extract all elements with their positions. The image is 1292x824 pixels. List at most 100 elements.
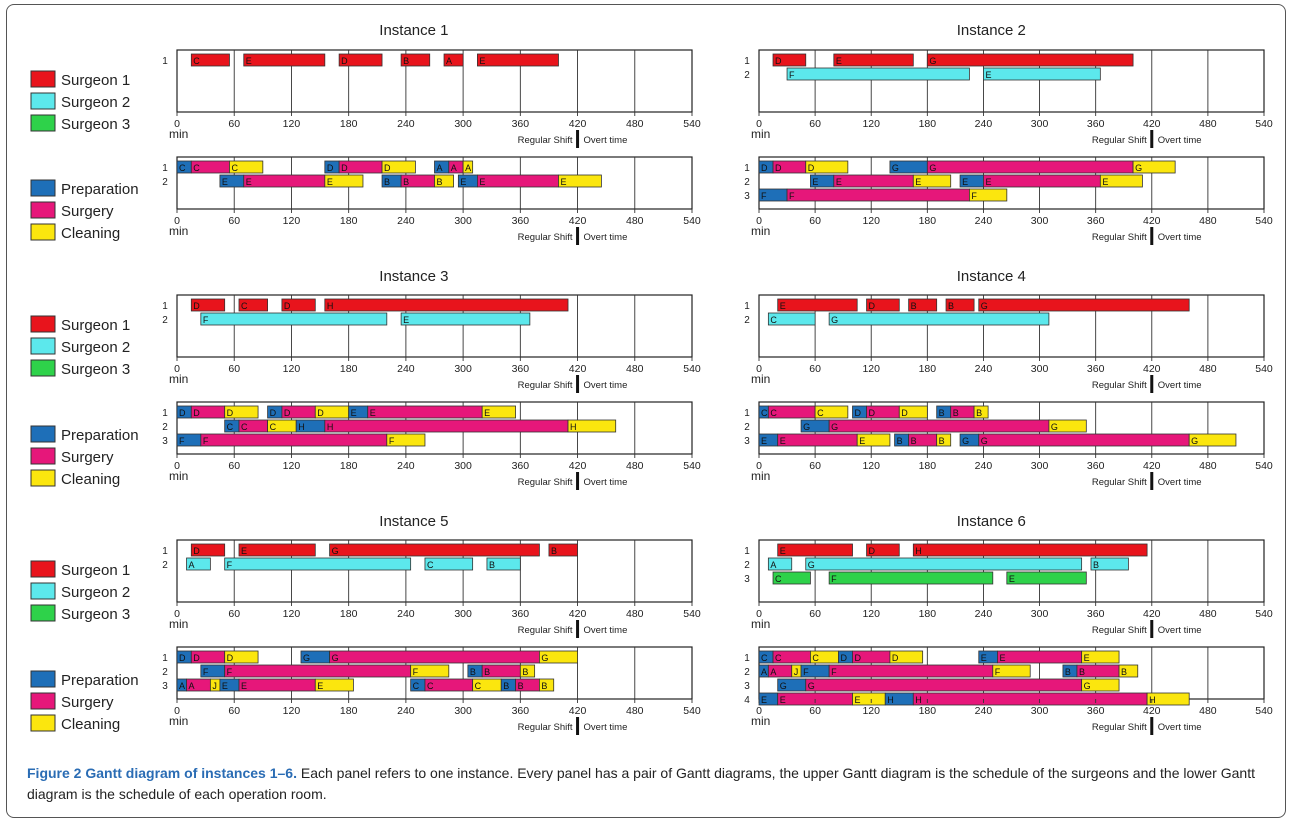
tick-label: 180	[919, 608, 937, 620]
room-bar-cleaning	[805, 160, 849, 174]
tick-label: 180	[340, 118, 358, 130]
tick-label: 60	[809, 608, 821, 620]
axis-unit: min	[169, 714, 188, 728]
bar-label: A	[179, 681, 185, 691]
bar-label: F	[179, 436, 185, 446]
bar-label: B	[551, 546, 557, 556]
bar-label: D	[193, 301, 200, 311]
tick-label: 60	[228, 705, 240, 717]
bar-label: G	[541, 653, 548, 663]
room-bar-cleaning	[856, 433, 891, 447]
bar-label: D	[775, 56, 782, 66]
bar-label: B	[1093, 560, 1099, 570]
tick-label: 480	[1199, 705, 1217, 717]
tick-label: 540	[1255, 363, 1273, 375]
bar-label: C	[761, 653, 768, 663]
bar-label: B	[953, 408, 959, 418]
legend-phase-label: Surgery	[61, 449, 114, 466]
tick-label: 420	[569, 460, 587, 472]
shift-end-marker	[1150, 472, 1154, 490]
legend-phase-swatch	[30, 223, 56, 241]
axis-unit: min	[169, 224, 188, 238]
bar-label: C	[413, 681, 420, 691]
room-bar-cleaning	[1081, 650, 1120, 664]
surgeon-bar	[828, 571, 994, 585]
bar-label: F	[203, 315, 209, 325]
room-bar-cleaning	[314, 678, 354, 692]
bar-label: G	[332, 546, 339, 556]
tick-label: 120	[283, 215, 301, 227]
surgeon-bar	[805, 557, 1083, 571]
surgeon-bar	[777, 298, 858, 312]
tick-label: 360	[1087, 460, 1105, 472]
row-label: 1	[162, 301, 168, 312]
tick-label: 540	[683, 608, 701, 620]
tick-label: 480	[626, 608, 644, 620]
tick-label: 0	[174, 363, 180, 375]
surgeon-bar	[324, 298, 569, 312]
row-label: 2	[162, 315, 168, 326]
room-bar-cleaning	[1118, 664, 1139, 678]
row-label: 2	[744, 177, 750, 188]
surgeon-bar	[777, 543, 853, 557]
room-bar-cleaning	[992, 664, 1031, 678]
row-label: 1	[744, 408, 750, 419]
room-bar-cleaning	[558, 174, 602, 188]
bar-label: D	[869, 408, 876, 418]
tick-label: 120	[283, 363, 301, 375]
surgeon-bar	[1006, 571, 1087, 585]
legend-surgeon-swatch	[30, 604, 56, 622]
bar-label: C	[775, 574, 782, 584]
surgeon-bar	[833, 53, 914, 67]
bar-label: E	[962, 177, 968, 187]
bar-label: C	[770, 315, 777, 325]
bar-label: F	[971, 191, 977, 201]
tick-label: 360	[1087, 363, 1105, 375]
legend-phase-label: Preparation	[61, 181, 139, 198]
tick-label: 240	[975, 215, 993, 227]
room-bar-cleaning	[567, 419, 617, 433]
bar-label: E	[780, 301, 786, 311]
bar-label: B	[948, 301, 954, 311]
bar-label: B	[939, 436, 945, 446]
axis-unit: min	[751, 617, 770, 631]
room-bar-surgery	[828, 419, 1050, 433]
surgeon-bar	[866, 543, 900, 557]
tick-label: 180	[340, 215, 358, 227]
bar-label: E	[859, 436, 865, 446]
surgeon-bar	[238, 298, 269, 312]
instance-title: Instance 2	[957, 22, 1026, 39]
tick-label: 480	[626, 460, 644, 472]
bar-label: A	[437, 163, 443, 173]
tick-label: 420	[569, 215, 587, 227]
regular-shift-label: Regular Shift	[1092, 135, 1147, 146]
shift-end-marker	[576, 227, 580, 245]
surgeon-bar	[912, 543, 1148, 557]
tick-label: 480	[1199, 363, 1217, 375]
bar-label: G	[808, 681, 815, 691]
tick-label: 60	[809, 118, 821, 130]
tick-label: 0	[756, 460, 762, 472]
row-label: 3	[162, 681, 168, 692]
room-bar-surgery	[200, 433, 388, 447]
bar-label: C	[770, 408, 777, 418]
bar-label: H	[887, 695, 894, 705]
room-bar-cleaning	[519, 664, 536, 678]
tick-label: 300	[454, 363, 472, 375]
bar-label: D	[193, 408, 200, 418]
bar-label: C	[241, 301, 248, 311]
bar-label: D	[284, 408, 291, 418]
room-bar-cleaning	[386, 433, 426, 447]
surgeon-bar	[238, 543, 316, 557]
tick-label: 420	[1143, 460, 1161, 472]
regular-shift-label: Regular Shift	[1092, 625, 1147, 636]
tick-label: 240	[397, 608, 415, 620]
tick-label: 420	[1143, 215, 1161, 227]
bar-label: D	[193, 653, 200, 663]
row-label: 2	[162, 177, 168, 188]
tick-label: 540	[1255, 460, 1273, 472]
legend-surgeon-label: Surgeon 2	[61, 584, 130, 601]
tick-label: 240	[397, 118, 415, 130]
bar-label: D	[869, 546, 876, 556]
bar-label: A	[189, 681, 195, 691]
